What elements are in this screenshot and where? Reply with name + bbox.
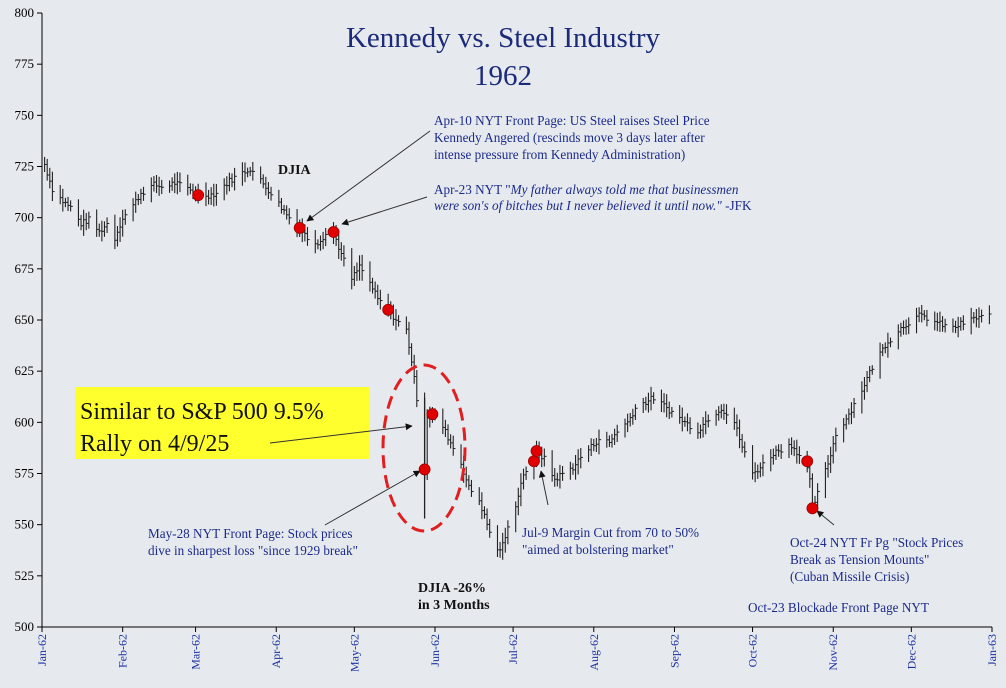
event-marker bbox=[418, 463, 431, 476]
y-tick-label: 800 bbox=[15, 5, 35, 20]
x-tick-label: May-62 bbox=[347, 634, 361, 672]
x-tick-label: Apr-62 bbox=[269, 634, 283, 668]
axes: 500 525 550 575 600 625 650 675 700 725 750 775 800 J… bbox=[15, 5, 1000, 672]
event-marker bbox=[530, 445, 543, 457]
y-tick-label: 775 bbox=[15, 56, 35, 71]
annotation-oct24-line-1: Oct-24 NYT Fr Pg "Stock Prices bbox=[790, 535, 963, 550]
annotation-apr23-quote-1: My father always told me that businessme… bbox=[510, 182, 739, 197]
y-tick-label: 600 bbox=[15, 414, 35, 429]
x-tick-label: Sep-62 bbox=[667, 634, 681, 668]
series-label-djia: DJIA bbox=[278, 163, 312, 178]
event-marker bbox=[801, 455, 814, 468]
event-marker bbox=[192, 189, 205, 202]
annotation-apr23-prefix: Apr-23 NYT " bbox=[434, 182, 511, 197]
annotation-apr23-line-1: Apr-23 NYT "My father always told me tha… bbox=[434, 182, 739, 197]
callout-group: Similar to S&P 500 9.5% Rally on 4/9/25 bbox=[75, 387, 370, 459]
y-tick-label: 525 bbox=[15, 568, 35, 583]
annotation-djia-drop-line-2: in 3 Months bbox=[418, 598, 490, 613]
event-marker bbox=[293, 221, 306, 234]
x-tick-label: Feb-62 bbox=[116, 634, 130, 668]
annotation-jul9-line-1: Jul-9 Margin Cut from 70 to 50% bbox=[522, 525, 699, 540]
x-tick-label: Oct-62 bbox=[746, 634, 760, 667]
y-tick-label: 625 bbox=[15, 363, 35, 378]
arrow-callout bbox=[269, 423, 413, 444]
callout-line-1: Similar to S&P 500 9.5% bbox=[80, 399, 324, 425]
x-tick-label: Jan-63 bbox=[985, 634, 999, 666]
arrow-may28 bbox=[324, 470, 421, 526]
event-marker bbox=[382, 303, 395, 316]
x-tick-label: Jan-62 bbox=[35, 634, 49, 666]
y-tick-label: 575 bbox=[15, 466, 35, 481]
arrow-apr23 bbox=[341, 196, 428, 226]
callout-box bbox=[75, 387, 370, 459]
annotation-arrows bbox=[269, 130, 835, 526]
event-marker bbox=[426, 408, 439, 421]
annotations: Apr-10 NYT Front Page: US Steel raises S… bbox=[148, 113, 963, 615]
annotation-jul9-line-2: "aimed at bolstering market" bbox=[522, 542, 674, 557]
y-tick-label: 500 bbox=[15, 619, 35, 634]
event-marker bbox=[327, 226, 340, 238]
annotation-oct24-line-3: (Cuban Missile Crisis) bbox=[790, 569, 909, 584]
chart-subtitle: 1962 bbox=[474, 60, 532, 92]
chart-title: Kennedy vs. Steel Industry bbox=[346, 22, 661, 54]
price-bars bbox=[44, 156, 992, 560]
y-tick-label: 700 bbox=[15, 210, 35, 225]
annotation-apr23-quote-2: were son's of bitches but I never believ… bbox=[434, 198, 722, 213]
event-markers bbox=[192, 189, 819, 515]
y-tick-label: 550 bbox=[15, 517, 35, 532]
annotation-apr10-line-2: Kennedy Angered (rescinds move 3 days la… bbox=[434, 130, 705, 145]
callout-line-2: Rally on 4/9/25 bbox=[80, 431, 229, 457]
x-tick-label: Jul-62 bbox=[506, 634, 520, 664]
event-marker bbox=[806, 502, 819, 515]
event-marker bbox=[528, 455, 540, 468]
annotation-may28-line-2: dive in sharpest loss "since 1929 break" bbox=[148, 543, 358, 558]
annotation-apr10-line-3: intense pressure from Kennedy Administra… bbox=[434, 147, 685, 162]
annotation-apr23-line-2: were son's of bitches but I never believ… bbox=[434, 198, 752, 213]
arrow-oct24 bbox=[816, 510, 835, 526]
x-tick-label: Aug-62 bbox=[587, 634, 601, 671]
annotation-oct23: Oct-23 Blockade Front Page NYT bbox=[748, 600, 929, 615]
annotation-djia-drop-line-1: DJIA -26% bbox=[418, 581, 486, 596]
arrow-apr10 bbox=[306, 130, 431, 222]
annotation-oct24-line-2: Break as Tension Mounts" bbox=[790, 552, 929, 567]
y-tick-label: 675 bbox=[15, 261, 35, 276]
x-tick-label: Dec-62 bbox=[904, 634, 918, 669]
arrow-jul9 bbox=[538, 470, 549, 506]
highlight-ellipse bbox=[381, 363, 467, 533]
x-tick-label: Mar-62 bbox=[189, 634, 203, 670]
y-tick-label: 725 bbox=[15, 159, 35, 174]
annotation-may28-line-1: May-28 NYT Front Page: Stock prices bbox=[148, 526, 353, 541]
annotation-apr23-suffix: -JFK bbox=[722, 198, 752, 213]
y-tick-label: 650 bbox=[15, 312, 35, 327]
y-tick-label: 750 bbox=[15, 107, 35, 122]
x-tick-label: Jun-62 bbox=[428, 634, 442, 667]
annotation-apr10-line-1: Apr-10 NYT Front Page: US Steel raises S… bbox=[434, 113, 710, 128]
x-tick-label: Nov-62 bbox=[826, 634, 840, 671]
